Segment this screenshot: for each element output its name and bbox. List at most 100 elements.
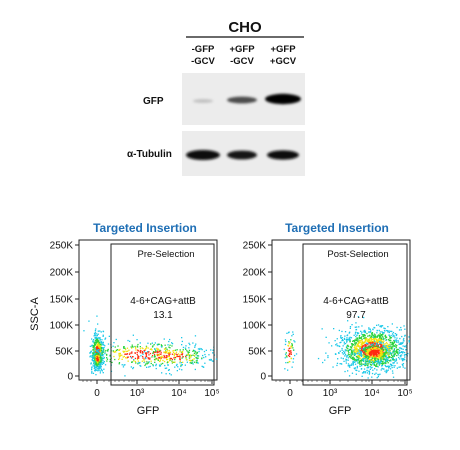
event-dot xyxy=(137,362,139,364)
event-dot xyxy=(380,348,382,350)
event-dot xyxy=(109,360,111,363)
event-dot xyxy=(170,357,172,360)
event-dot xyxy=(153,358,156,361)
event-dot xyxy=(391,366,393,369)
event-dot xyxy=(349,356,351,358)
event-dot xyxy=(377,349,379,351)
event-dot xyxy=(102,359,104,362)
event-dot xyxy=(185,355,187,357)
event-dot xyxy=(105,349,107,352)
event-dot xyxy=(365,350,367,352)
event-dot xyxy=(341,352,344,354)
event-dot xyxy=(161,372,163,374)
event-dot xyxy=(365,359,367,361)
event-dot xyxy=(181,362,183,364)
event-dot xyxy=(345,359,348,361)
event-dot xyxy=(139,351,142,354)
event-dot xyxy=(173,353,175,356)
event-dot xyxy=(385,365,387,368)
event-dot xyxy=(344,335,346,337)
event-dot xyxy=(368,361,370,363)
event-dot xyxy=(91,352,94,354)
event-dot xyxy=(94,353,96,356)
event-dot xyxy=(401,335,403,338)
event-dot xyxy=(348,349,351,351)
event-dot xyxy=(379,346,381,349)
event-dot xyxy=(378,341,381,343)
event-dot xyxy=(403,358,405,360)
event-dot xyxy=(389,355,391,358)
event-dot xyxy=(375,356,377,359)
event-dot xyxy=(361,335,363,338)
event-dot xyxy=(387,346,389,348)
event-dot xyxy=(192,354,194,356)
event-dot xyxy=(342,353,344,355)
event-dot xyxy=(380,346,383,348)
event-dot xyxy=(197,355,199,357)
event-dot xyxy=(178,368,181,370)
event-dot xyxy=(366,360,368,363)
event-dot xyxy=(364,337,366,339)
event-dot xyxy=(402,359,404,361)
event-dot xyxy=(350,337,353,339)
event-dot xyxy=(403,337,405,340)
event-dot xyxy=(97,364,99,366)
event-dot xyxy=(365,354,368,357)
event-dot xyxy=(372,352,374,355)
event-dot xyxy=(364,353,366,355)
event-dot xyxy=(96,369,98,371)
event-dot xyxy=(341,339,343,342)
event-dot xyxy=(145,352,147,354)
event-dot xyxy=(380,363,382,365)
event-dot xyxy=(99,339,101,341)
event-dot xyxy=(375,372,377,374)
event-dot xyxy=(374,352,376,354)
event-dot xyxy=(158,353,160,356)
event-dot xyxy=(350,343,353,345)
event-dot xyxy=(129,340,131,342)
event-dot xyxy=(372,369,374,371)
event-dot xyxy=(363,350,365,352)
event-dot xyxy=(364,347,367,349)
y-tick-label: 50K xyxy=(55,347,73,358)
event-dot xyxy=(392,364,394,367)
event-dot xyxy=(385,353,387,355)
event-dot xyxy=(394,337,396,339)
event-dot xyxy=(100,362,102,364)
event-dot xyxy=(97,370,99,372)
event-dot xyxy=(152,364,154,366)
event-dot xyxy=(385,336,387,338)
event-dot xyxy=(391,343,393,345)
event-dot xyxy=(377,360,379,362)
event-dot xyxy=(348,332,350,334)
event-dot xyxy=(367,345,369,347)
event-dot xyxy=(185,358,188,361)
event-dot xyxy=(93,348,95,351)
event-dot xyxy=(387,354,389,357)
event-dot xyxy=(367,365,369,367)
event-dot xyxy=(321,328,323,330)
event-dot xyxy=(352,363,354,365)
event-dot xyxy=(107,348,109,351)
event-dot xyxy=(359,352,362,354)
event-dot xyxy=(96,364,98,366)
event-dot xyxy=(291,366,293,368)
event-dot xyxy=(381,335,383,337)
event-dot xyxy=(181,351,183,353)
event-dot xyxy=(391,358,393,360)
event-dot xyxy=(188,351,190,353)
event-dot xyxy=(104,338,106,340)
event-dot xyxy=(149,348,151,350)
event-dot xyxy=(389,366,391,368)
event-dot xyxy=(155,358,157,360)
event-dot xyxy=(98,366,100,368)
event-dot xyxy=(363,337,365,340)
event-dot xyxy=(368,363,370,365)
event-dot xyxy=(96,358,98,360)
event-dot xyxy=(364,360,367,362)
event-dot xyxy=(381,353,383,356)
event-dot xyxy=(159,349,161,351)
event-dot xyxy=(360,354,362,356)
event-dot xyxy=(378,358,380,360)
event-dot xyxy=(149,352,152,355)
